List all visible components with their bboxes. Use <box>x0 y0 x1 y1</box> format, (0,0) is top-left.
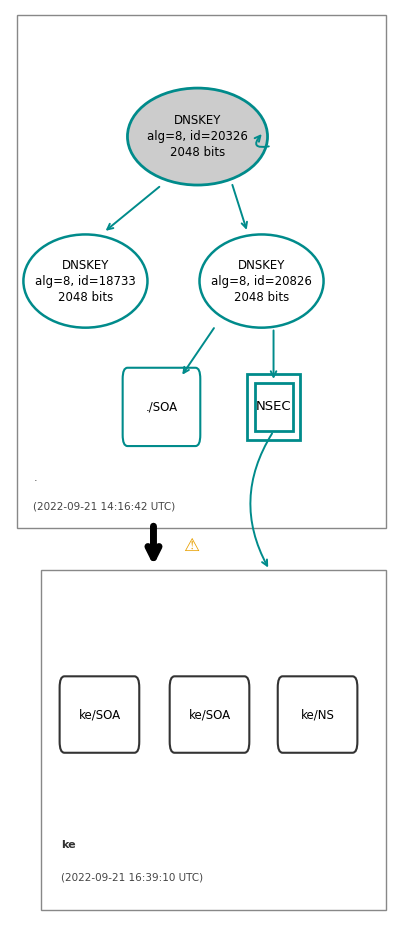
Ellipse shape <box>127 88 268 185</box>
Text: NSEC: NSEC <box>256 400 291 413</box>
FancyBboxPatch shape <box>42 570 386 911</box>
FancyBboxPatch shape <box>17 15 386 528</box>
FancyBboxPatch shape <box>247 374 300 439</box>
Text: (2022-09-21 16:39:10 UTC): (2022-09-21 16:39:10 UTC) <box>61 872 204 883</box>
Text: DNSKEY
alg=8, id=20826
2048 bits: DNSKEY alg=8, id=20826 2048 bits <box>211 259 312 304</box>
Text: ke/SOA: ke/SOA <box>78 708 120 721</box>
Text: DNSKEY
alg=8, id=18733
2048 bits: DNSKEY alg=8, id=18733 2048 bits <box>35 259 136 304</box>
FancyBboxPatch shape <box>255 382 293 431</box>
Text: (2022-09-21 14:16:42 UTC): (2022-09-21 14:16:42 UTC) <box>33 501 176 511</box>
Text: ke/SOA: ke/SOA <box>189 708 231 721</box>
Text: DNSKEY
alg=8, id=20326
2048 bits: DNSKEY alg=8, id=20326 2048 bits <box>147 114 248 159</box>
Text: ke: ke <box>61 840 76 850</box>
FancyBboxPatch shape <box>123 367 200 446</box>
Text: .: . <box>33 473 37 483</box>
Text: ke/NS: ke/NS <box>301 708 334 721</box>
Text: ./SOA: ./SOA <box>145 400 178 413</box>
Ellipse shape <box>199 235 324 327</box>
FancyBboxPatch shape <box>170 676 249 753</box>
Ellipse shape <box>23 235 147 327</box>
FancyBboxPatch shape <box>60 676 139 753</box>
FancyBboxPatch shape <box>278 676 357 753</box>
Text: ⚠: ⚠ <box>183 537 199 554</box>
